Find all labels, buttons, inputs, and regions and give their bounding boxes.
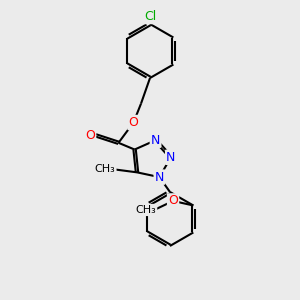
Text: N: N bbox=[166, 151, 176, 164]
Text: Cl: Cl bbox=[144, 10, 156, 23]
Text: CH₃: CH₃ bbox=[135, 205, 156, 215]
Text: N: N bbox=[151, 134, 160, 147]
Text: O: O bbox=[129, 116, 138, 129]
Text: O: O bbox=[85, 129, 95, 142]
Text: O: O bbox=[168, 194, 178, 208]
Text: CH₃: CH₃ bbox=[95, 164, 116, 174]
Text: N: N bbox=[155, 171, 164, 184]
